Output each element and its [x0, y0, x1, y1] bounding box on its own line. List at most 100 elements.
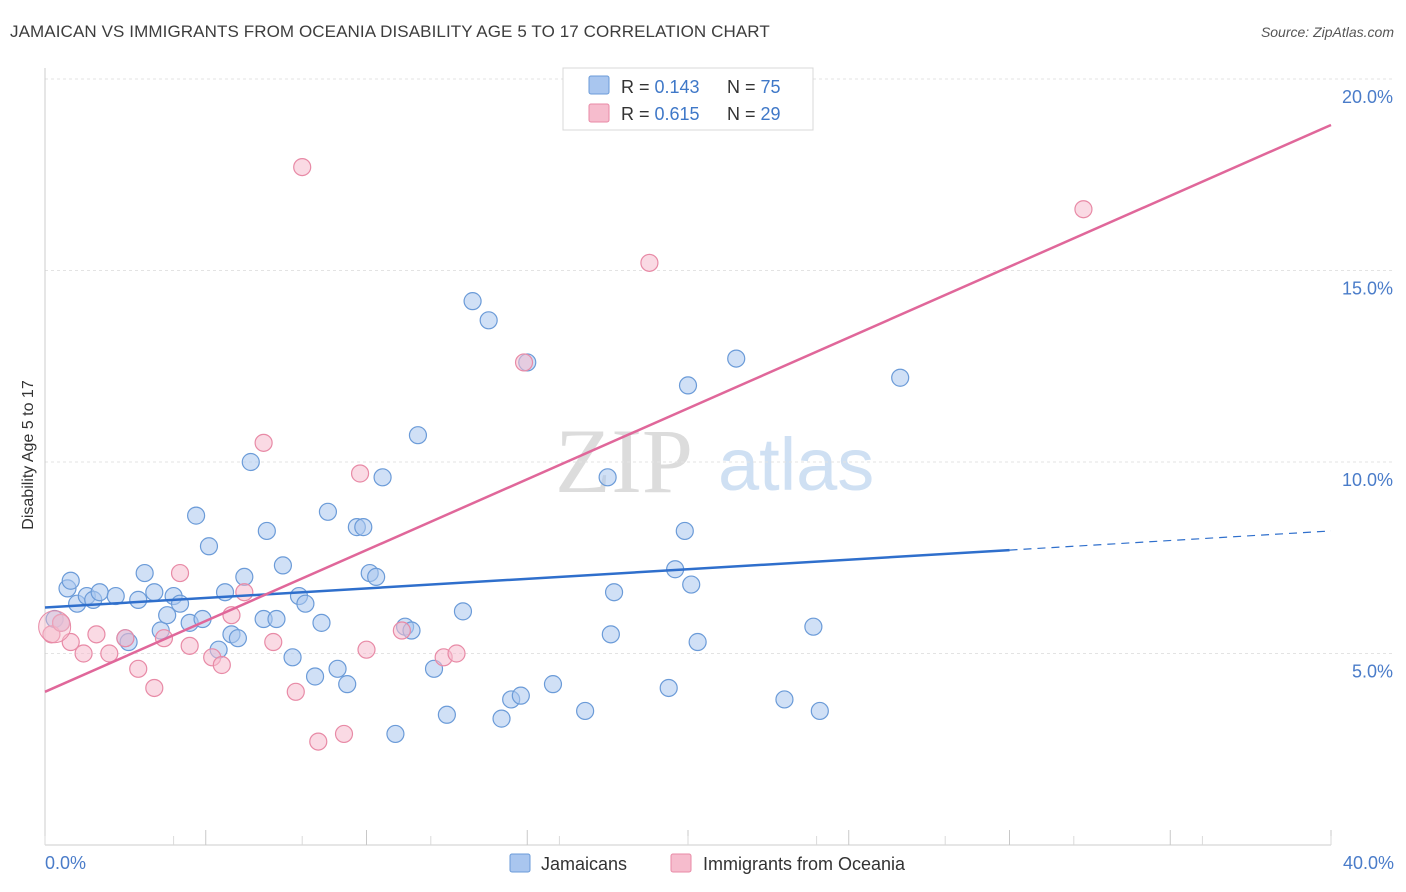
y-tick-labels: 5.0% 10.0% 15.0% 20.0% [1342, 87, 1393, 682]
series-jamaicans-points [45, 292, 910, 744]
y-tick-label: 20.0% [1342, 87, 1393, 107]
point-jamaicans [267, 609, 286, 629]
legend-r-value-2: 0.615 [655, 104, 700, 124]
legend-n-value-1: 75 [761, 77, 781, 97]
trend-lines [44, 123, 1332, 693]
point-oceania [392, 621, 411, 640]
point-jamaicans [675, 521, 694, 541]
point-oceania [1074, 200, 1093, 219]
point-jamaicans [511, 686, 530, 705]
legend-box: R = 0.143 N = 75 R = 0.615 N = 29 [562, 67, 814, 131]
point-jamaicans [283, 648, 302, 667]
source-credit: Source: ZipAtlas.com [1260, 24, 1394, 40]
point-jamaicans [604, 583, 624, 602]
point-jamaicans [492, 709, 511, 728]
watermark-zip: ZIP [555, 410, 693, 512]
point-jamaicans [682, 575, 701, 594]
y-tick-label: 15.0% [1342, 279, 1393, 299]
point-jamaicans [305, 667, 325, 686]
trend-line-jamaicans-extension [1009, 530, 1332, 551]
point-jamaicans [775, 690, 794, 709]
svg-text:N = 75: N = 75 [727, 77, 781, 97]
point-jamaicans [601, 625, 620, 644]
legend-n-label-2: N = [727, 104, 761, 124]
point-oceania [212, 655, 231, 675]
x-tick-label-max: 40.0% [1343, 853, 1394, 873]
point-jamaicans [235, 567, 254, 587]
y-tick-label: 5.0% [1352, 662, 1393, 682]
point-jamaicans [170, 594, 190, 613]
point-jamaicans [727, 349, 746, 368]
bottom-legend: Jamaicans Immigrants from Oceania [509, 853, 906, 874]
legend-n-value-2: 29 [761, 104, 781, 124]
point-oceania-cluster [38, 610, 72, 644]
point-jamaicans [199, 537, 219, 556]
point-jamaicans [145, 583, 164, 602]
point-oceania [87, 625, 106, 644]
point-jamaicans [187, 506, 206, 525]
bottom-legend-swatch-oceania [670, 853, 692, 873]
point-oceania [235, 583, 254, 602]
point-oceania [170, 563, 190, 583]
point-oceania [145, 678, 164, 698]
point-oceania [357, 640, 376, 659]
svg-text:R = 0.143: R = 0.143 [621, 77, 700, 97]
legend-r-label-1: R = [621, 77, 655, 97]
point-jamaicans [273, 556, 293, 575]
point-jamaicans [891, 368, 910, 387]
point-oceania [293, 157, 312, 177]
point-jamaicans [479, 311, 498, 330]
point-jamaicans [257, 521, 276, 541]
point-oceania [350, 464, 370, 483]
watermark-atlas: atlas [718, 423, 874, 506]
y-tick-label: 10.0% [1342, 470, 1393, 490]
point-jamaicans [373, 468, 392, 487]
point-jamaicans [354, 518, 373, 537]
bottom-legend-label-jamaicans: Jamaicans [541, 854, 627, 874]
point-jamaicans [437, 705, 456, 724]
point-jamaicans [463, 292, 482, 311]
legend-r-label-2: R = [621, 104, 655, 124]
point-jamaicans [135, 563, 154, 583]
point-jamaicans [659, 678, 678, 698]
point-oceania [100, 644, 119, 663]
point-jamaicans [328, 659, 347, 678]
point-jamaicans [543, 675, 563, 694]
point-oceania [286, 682, 305, 701]
point-jamaicans [129, 590, 148, 609]
bottom-legend-label-oceania: Immigrants from Oceania [703, 854, 906, 874]
series-oceania-points [38, 157, 1093, 751]
point-oceania [334, 724, 354, 744]
point-oceania [514, 353, 534, 372]
point-jamaicans [810, 701, 829, 721]
point-jamaicans [296, 594, 315, 613]
point-jamaicans [228, 629, 247, 648]
point-jamaicans [90, 583, 109, 602]
point-jamaicans [386, 724, 405, 744]
y-axis-label: Disability Age 5 to 17 [20, 380, 37, 530]
point-oceania [447, 644, 466, 663]
point-oceania [74, 644, 93, 663]
point-oceania [180, 636, 199, 655]
legend-r-value-1: 0.143 [655, 77, 700, 97]
point-oceania [264, 632, 283, 652]
point-jamaicans [338, 675, 357, 694]
watermark: ZIP atlas [555, 410, 874, 512]
trend-line-oceania [44, 123, 1332, 693]
x-tick-label-min: 0.0% [45, 853, 86, 873]
point-jamaicans [453, 602, 473, 621]
point-oceania [309, 732, 328, 751]
point-jamaicans [318, 502, 338, 521]
point-jamaicans [804, 617, 823, 636]
point-jamaicans [408, 426, 428, 445]
bottom-legend-swatch-jamaicans [509, 853, 531, 873]
point-jamaicans [367, 567, 386, 587]
point-jamaicans [598, 468, 617, 487]
point-oceania [254, 433, 273, 452]
point-oceania [129, 659, 148, 678]
point-jamaicans [61, 571, 80, 590]
legend-n-label-1: N = [727, 77, 761, 97]
svg-text:N = 29: N = 29 [727, 104, 781, 124]
point-jamaicans [678, 376, 698, 395]
